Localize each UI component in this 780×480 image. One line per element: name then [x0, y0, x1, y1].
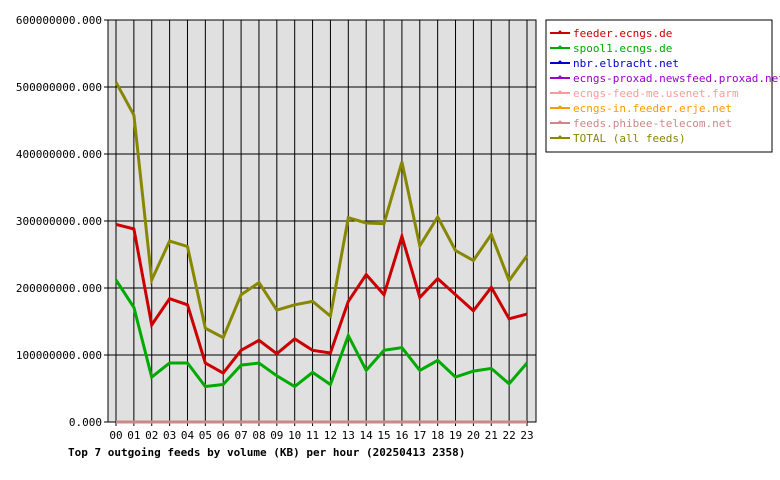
y-tick-label: 100000000.000 — [16, 349, 102, 362]
y-tick-label: 500000000.000 — [16, 81, 102, 94]
legend-label: feeds.phibee-telecom.net — [573, 117, 732, 130]
chart-title: Top 7 outgoing feeds by volume (KB) per … — [68, 446, 465, 459]
series-line — [114, 279, 529, 389]
y-tick-label: 600000000.000 — [16, 14, 102, 27]
x-tick-label: 17 — [413, 429, 426, 442]
legend-label: ecngs-in.feeder.erje.net — [573, 102, 732, 115]
x-tick-label: 01 — [127, 429, 140, 442]
x-tick-label: 18 — [431, 429, 444, 442]
legend-label: ecngs-feed-me.usenet.farm — [573, 87, 739, 100]
y-axis: 0.000 100000000.000 200000000.000 300000000… — [16, 14, 108, 429]
y-tick-label: 400000000.000 — [16, 148, 102, 161]
x-tick-label: 22 — [503, 429, 516, 442]
x-tick-label: 15 — [377, 429, 390, 442]
x-tick-label: 05 — [199, 429, 212, 442]
x-tick-label: 02 — [145, 429, 158, 442]
x-tick-label: 19 — [449, 429, 462, 442]
x-tick-label: 14 — [360, 429, 374, 442]
legend-marker — [558, 45, 562, 49]
legend-box — [545, 19, 773, 153]
legend-label: feeder.ecngs.de — [573, 27, 672, 40]
x-tick-label: 08 — [252, 429, 265, 442]
y-tick-label: 300000000.000 — [16, 215, 102, 228]
y-tick-label: 200000000.000 — [16, 282, 102, 295]
legend-label: nbr.elbracht.net — [573, 57, 679, 70]
series-line — [115, 222, 528, 376]
legend-marker — [558, 90, 562, 94]
y-tick-label: 0.000 — [69, 416, 102, 429]
x-tick-label: 04 — [181, 429, 195, 442]
series-lines — [114, 81, 529, 424]
x-axis: 00 01 02 03 04 05 06 07 08 09 10 11 12 13 14 15 16 17 18 19… — [109, 422, 534, 442]
legend-marker — [558, 105, 562, 109]
legend-marker — [558, 60, 562, 64]
legend-marker — [558, 135, 562, 139]
x-tick-label: 12 — [324, 429, 337, 442]
x-tick-label: 06 — [217, 429, 230, 442]
x-tick-label: 11 — [306, 429, 319, 442]
legend: feeder.ecngs.de spool1.ecngs.de nbr.elbrac… — [545, 19, 780, 153]
legend-label: ecngs-proxad.newsfeed.proxad.net — [573, 72, 780, 85]
legend-marker — [558, 30, 562, 34]
x-tick-label: 20 — [467, 429, 480, 442]
legend-label: spool1.ecngs.de — [573, 42, 672, 55]
legend-marker — [558, 120, 562, 124]
x-tick-label: 23 — [520, 429, 533, 442]
x-tick-label: 21 — [485, 429, 498, 442]
x-tick-label: 10 — [288, 429, 301, 442]
legend-label: TOTAL (all feeds) — [573, 132, 686, 145]
x-tick-label: 00 — [109, 429, 122, 442]
legend-marker — [558, 75, 562, 79]
x-tick-label: 13 — [342, 429, 355, 442]
x-tick-label: 03 — [163, 429, 176, 442]
series-line — [114, 81, 529, 340]
x-tick-label: 07 — [234, 429, 247, 442]
x-tick-label: 16 — [395, 429, 408, 442]
x-tick-label: 09 — [270, 429, 283, 442]
